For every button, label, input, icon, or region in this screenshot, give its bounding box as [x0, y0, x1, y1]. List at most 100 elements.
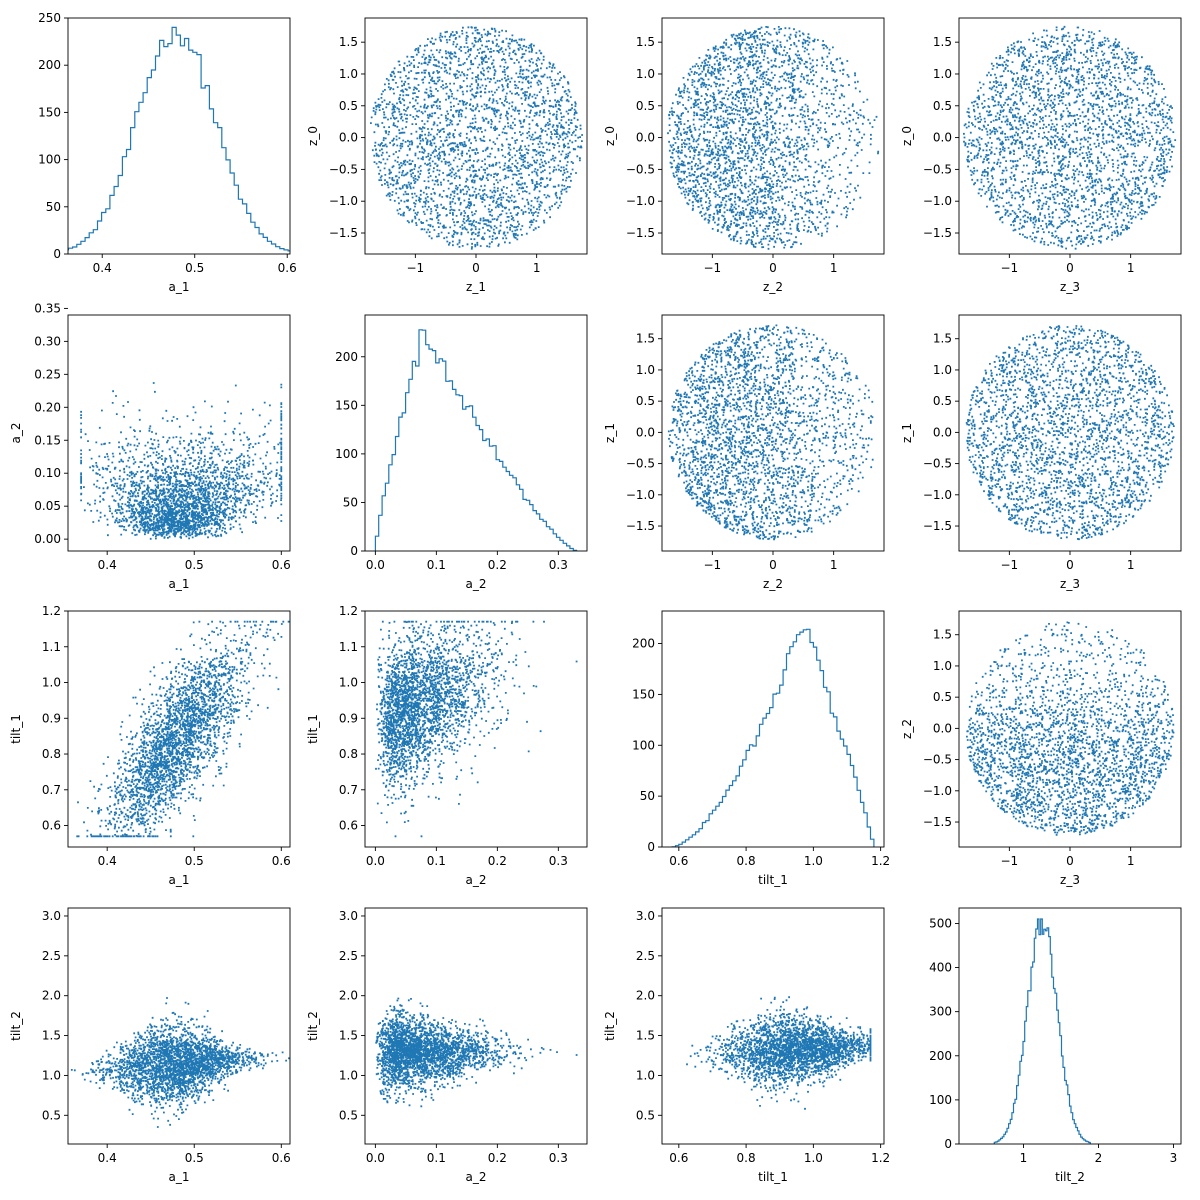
y-tick-label: 0.5 — [636, 99, 655, 113]
y-tick-label: 50 — [46, 200, 61, 214]
x-tick-label: 0.6 — [278, 261, 297, 275]
y-tick-label: 1.1 — [42, 640, 61, 654]
x-axis-label: a_2 — [466, 1170, 487, 1184]
subplot-0-2: −1 0 1 −1.5 −1.0 −0.5 0.0 0.5 1.0 1.5 z_2 z_0 — [603, 17, 885, 294]
x-tick-label: 0.4 — [93, 261, 112, 275]
x-tick-label: −1 — [703, 261, 721, 275]
y-tick-label: 0.5 — [933, 99, 952, 113]
subplot-1-2: −1 0 1 −1.5 −1.0 −0.5 0.0 0.5 1.0 1.5 z_2 z_1 — [603, 314, 885, 591]
y-tick-label: 1.0 — [636, 363, 655, 377]
y-tick-label: −1.5 — [923, 815, 952, 829]
x-tick-label: 0 — [769, 261, 777, 275]
axes-frame — [67, 907, 291, 1145]
y-tick-label: 1.5 — [933, 332, 952, 346]
x-tick-label: 1 — [1127, 854, 1135, 868]
y-tick-label: 100 — [632, 738, 655, 752]
y-tick-label: 0.5 — [636, 394, 655, 408]
x-tick-label: 3 — [1170, 1151, 1178, 1165]
y-axis-label: z_0 — [900, 126, 914, 146]
y-tick-label: 1.0 — [933, 659, 952, 673]
y-tick-label: 150 — [38, 105, 61, 119]
y-tick-label: 150 — [335, 398, 358, 412]
x-tick-label: 0.2 — [488, 1151, 507, 1165]
x-tick-label: 0.1 — [427, 854, 446, 868]
y-axis-label: tilt_2 — [9, 1011, 23, 1041]
x-tick-label: 0.0 — [366, 558, 385, 572]
x-tick-label: 0.6 — [669, 1151, 688, 1165]
y-tick-label: 0.0 — [933, 721, 952, 735]
y-tick-label: −0.5 — [923, 753, 952, 767]
y-axis-label: tilt_2 — [603, 1011, 617, 1041]
y-tick-label: 3.0 — [636, 909, 655, 923]
y-tick-label: 1.5 — [42, 1029, 61, 1043]
y-tick-label: 1.5 — [933, 35, 952, 49]
x-axis-label: a_1 — [169, 1170, 190, 1184]
y-tick-label: 0.5 — [339, 99, 358, 113]
plot-area — [963, 25, 1177, 250]
scatter-points — [966, 621, 1175, 836]
y-tick-label: 0.9 — [339, 711, 358, 725]
y-tick-label: 2.0 — [42, 989, 61, 1003]
x-tick-label: −1 — [1000, 261, 1018, 275]
y-tick-label: 0.7 — [339, 783, 358, 797]
y-tick-label: 2.0 — [339, 989, 358, 1003]
y-tick-label: 0.00 — [34, 532, 61, 546]
subplot-1-1: 0.0 0.1 0.2 0.3 0 50 100 150 200 a_2 — [335, 314, 588, 591]
axes-frame — [661, 610, 885, 848]
scatter-points — [375, 997, 578, 1108]
subplot-2-3: −1 0 1 −1.5 −1.0 −0.5 0.0 0.5 1.0 1.5 z_3 z_2 — [900, 610, 1182, 887]
x-tick-label: 0 — [472, 261, 480, 275]
plot-area — [966, 621, 1175, 836]
y-tick-label: −0.5 — [923, 162, 952, 176]
y-tick-label: 200 — [335, 350, 358, 364]
x-axis-label: a_2 — [466, 873, 487, 887]
x-tick-label: −1 — [1000, 558, 1018, 572]
subplot-0-0: 0.4 0.5 0.6 0 50 100 150 200 250 a_1 — [38, 11, 297, 294]
y-tick-label: 0.5 — [933, 394, 952, 408]
y-tick-label: 1.5 — [339, 35, 358, 49]
x-tick-label: 0.4 — [98, 1151, 117, 1165]
y-tick-label: 1.0 — [933, 67, 952, 81]
y-tick-label: 1.0 — [636, 67, 655, 81]
y-tick-label: 150 — [632, 687, 655, 701]
y-tick-label: 1.2 — [42, 604, 61, 618]
y-tick-label: 0 — [944, 1137, 952, 1151]
y-tick-label: 100 — [335, 447, 358, 461]
y-tick-label: 0.8 — [42, 747, 61, 761]
y-tick-label: 1.5 — [636, 1029, 655, 1043]
plot-area — [80, 382, 283, 540]
y-tick-label: 0.25 — [34, 367, 61, 381]
axes-frame — [364, 610, 588, 848]
subplot-1-3: −1 0 1 −1.5 −1.0 −0.5 0.0 0.5 1.0 1.5 z_3 z_1 — [900, 314, 1182, 591]
x-tick-label: 1 — [1127, 558, 1135, 572]
y-tick-label: 0 — [647, 840, 655, 854]
x-tick-label: 2 — [1095, 1151, 1103, 1165]
y-tick-label: 200 — [929, 1049, 952, 1063]
y-tick-label: 2.5 — [339, 949, 358, 963]
x-axis-label: z_2 — [763, 577, 783, 591]
x-tick-label: 0.3 — [549, 558, 568, 572]
y-tick-label: 0.5 — [933, 690, 952, 704]
scatter-points — [963, 25, 1177, 250]
x-tick-label: 1.0 — [804, 854, 823, 868]
y-axis-label: z_1 — [900, 423, 914, 443]
x-tick-label: −1 — [1000, 854, 1018, 868]
x-tick-label: 1.2 — [871, 854, 890, 868]
y-tick-label: −1.5 — [626, 226, 655, 240]
axes-frame — [661, 907, 885, 1145]
y-tick-label: 1.0 — [42, 676, 61, 690]
plot-area — [667, 26, 880, 250]
y-tick-label: 1.0 — [339, 67, 358, 81]
y-tick-label: 0.0 — [636, 425, 655, 439]
y-tick-label: 0.0 — [339, 131, 358, 145]
y-tick-label: 0.6 — [339, 819, 358, 833]
y-tick-label: 0.7 — [42, 783, 61, 797]
scatter-points — [80, 382, 283, 540]
x-axis-label: tilt_2 — [1055, 1170, 1085, 1184]
y-tick-label: 0.0 — [636, 131, 655, 145]
y-tick-label: 200 — [38, 58, 61, 72]
scatter-points — [965, 325, 1175, 541]
y-tick-label: 250 — [38, 11, 61, 25]
y-tick-label: −0.5 — [626, 457, 655, 471]
